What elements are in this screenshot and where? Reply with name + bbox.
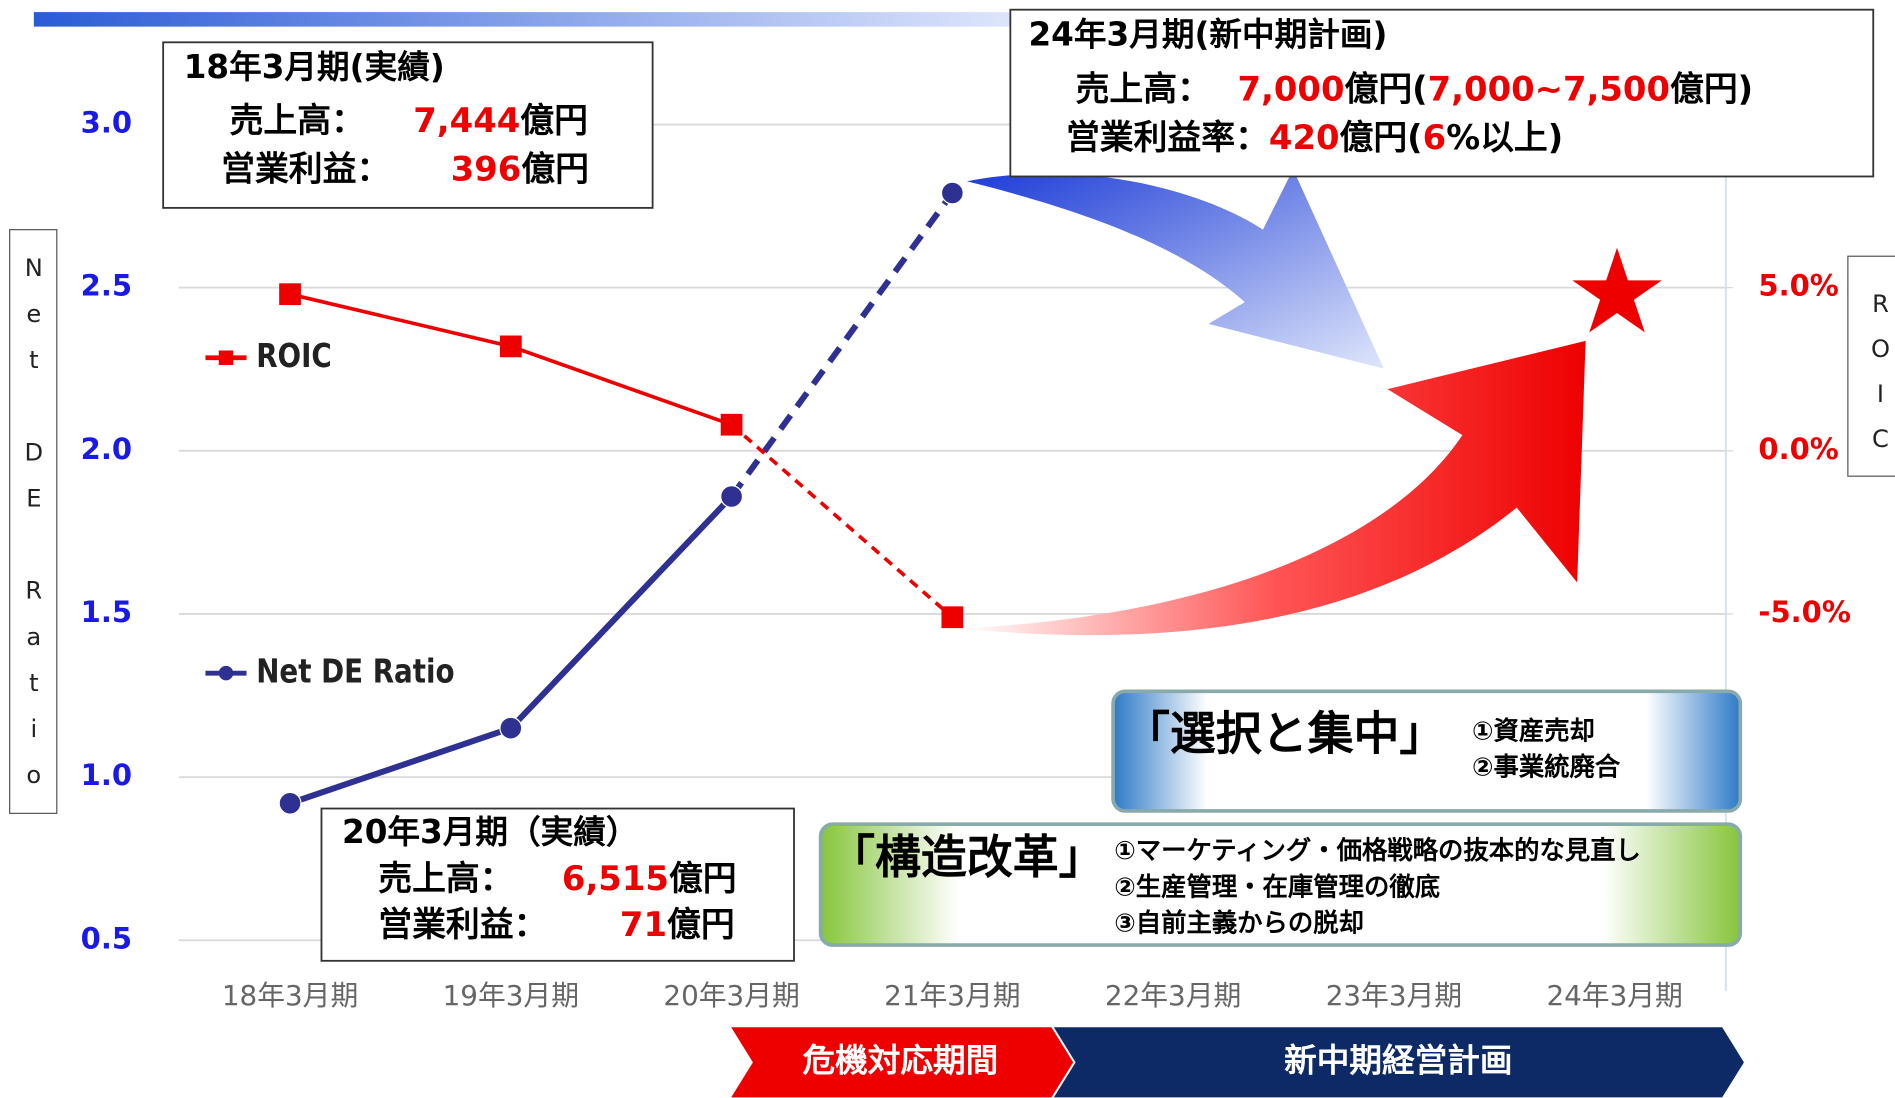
- y-tick-label: 2.5: [81, 269, 132, 303]
- y-axis-label: Net DE Ratio: [20, 254, 48, 808]
- header-bar: [33, 12, 1016, 27]
- panel-item: ①資産売却: [1472, 715, 1595, 745]
- annotation-part: 億円): [1670, 69, 1753, 108]
- marker: [279, 283, 301, 306]
- y-tick-label: 3.0: [81, 105, 132, 139]
- annotation-part: 7,444: [413, 101, 520, 140]
- annotation-part: 396: [451, 149, 522, 188]
- panel-item: ③自前主義からの脱却: [1114, 908, 1364, 938]
- annotation-box: [1009, 8, 1875, 178]
- annotation-part: 売上高：: [378, 858, 513, 897]
- annotation-part: 420: [1269, 118, 1340, 157]
- annotation-part: 6: [1423, 118, 1447, 157]
- y2-axis-label: ROIC: [1866, 290, 1894, 470]
- series-line: [729, 191, 955, 499]
- marker: [940, 181, 964, 205]
- legend-label: ROIC: [256, 338, 332, 376]
- phase-label: 新中期経営計画: [1284, 1041, 1512, 1079]
- panel-title: 「選択と集中」: [1124, 707, 1445, 761]
- marker: [720, 413, 743, 436]
- x-tick-label: 22年3月期: [1105, 979, 1241, 1012]
- y-axis-label-box: [9, 229, 58, 814]
- marker: [499, 335, 522, 358]
- y2-tick-label: -5.0%: [1758, 595, 1850, 629]
- panel: [818, 822, 1743, 947]
- x-tick-label: 18年3月期: [222, 979, 358, 1012]
- marker: [720, 485, 744, 508]
- annotation-part: 売上高：: [1076, 69, 1211, 108]
- annotation-part: 営業利益率：: [1066, 118, 1269, 157]
- y2-tick-label: 0.0%: [1758, 432, 1838, 466]
- annotation-part: %以上): [1446, 118, 1563, 157]
- x-tick-label: 19年3月期: [443, 979, 579, 1012]
- panel: [1111, 689, 1743, 813]
- y-tick-label: 0.5: [81, 921, 132, 955]
- series-line: [730, 423, 954, 619]
- target-star: [1572, 247, 1662, 333]
- annotation-part: 億円: [667, 904, 735, 943]
- x-tick-label: 21年3月期: [884, 979, 1020, 1012]
- arrow: [960, 340, 1586, 636]
- annotation-title: 20年3月期（実績）: [342, 813, 638, 851]
- annotation-part: 億円(: [1340, 118, 1423, 157]
- panel-item: ①マーケティング・価格戦略の抜本的な見直し: [1114, 835, 1641, 865]
- annotation-part: 営業利益：: [378, 904, 547, 943]
- annotation-line: 営業利益： 396億円: [221, 149, 589, 188]
- phase-chevron: [1053, 1027, 1744, 1098]
- panel-item: ②生産管理・在庫管理の徹底: [1114, 871, 1440, 901]
- annotation-line: 売上高： 7,000億円(7,000~7,500億円): [1076, 69, 1754, 108]
- marker: [278, 791, 302, 815]
- annotation-part: 億円(: [1345, 69, 1428, 108]
- series-line: [289, 494, 734, 807]
- annotation-line: 営業利益率：420億円(6%以上): [1066, 118, 1563, 157]
- annotation-part: 6,515: [562, 858, 669, 897]
- y-tick-label: 2.0: [81, 432, 132, 466]
- annotation-part: 億円: [521, 149, 589, 188]
- x-tick-label: 24年3月期: [1546, 979, 1682, 1012]
- y2-tick-label: 5.0%: [1758, 269, 1838, 303]
- annotation-line: 売上高： 6,515億円: [378, 858, 736, 897]
- annotation-part: 7,000: [1238, 69, 1345, 108]
- marker: [941, 606, 964, 629]
- y-tick-label: 1.0: [81, 758, 132, 792]
- legend-label: Net DE Ratio: [256, 653, 454, 691]
- annotation-line: 営業利益： 71億円: [378, 904, 734, 943]
- annotation-title: 18年3月期(実績): [184, 48, 445, 86]
- annotation-title: 24年3月期(新中期計画): [1028, 15, 1387, 53]
- y2-axis-label-box: [1847, 255, 1895, 477]
- x-tick-label: 20年3月期: [663, 979, 799, 1012]
- panel-title: 「構造改革」: [829, 830, 1104, 884]
- marker: [499, 716, 523, 740]
- annotation-part: 売上高：: [230, 101, 365, 140]
- arrow: [966, 169, 1384, 369]
- annotation-part: 71: [620, 904, 667, 943]
- annotation-part: 7,000~7,500: [1428, 69, 1670, 108]
- annotation-part: 億円: [520, 101, 588, 140]
- series-line: [289, 292, 733, 427]
- legend-marker: [218, 665, 234, 681]
- panel-item: ②事業統廃合: [1472, 752, 1621, 782]
- annotation-part: 億円: [669, 858, 737, 897]
- annotation-line: 売上高： 7,444億円: [230, 101, 588, 140]
- phase-chevron: [731, 1027, 1074, 1098]
- y-tick-label: 1.5: [81, 595, 132, 629]
- phase-label: 危機対応期間: [802, 1041, 998, 1079]
- x-tick-label: 23年3月期: [1326, 979, 1462, 1012]
- annotation-box: [162, 41, 654, 209]
- legend-marker: [218, 350, 234, 365]
- annotation-box: [320, 807, 795, 962]
- annotation-part: 営業利益：: [221, 149, 390, 188]
